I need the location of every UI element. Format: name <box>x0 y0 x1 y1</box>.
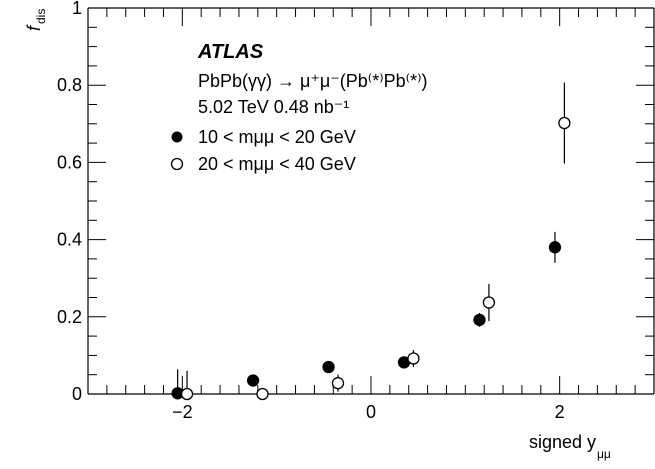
data-point-filled <box>548 241 562 254</box>
x-axis-title-sub: μμ <box>597 447 611 461</box>
data-point-filled <box>322 360 335 374</box>
x-tick-label: 2 <box>555 402 565 422</box>
axis-titles: signed y μμ f dis <box>24 9 611 461</box>
y-tick-label: 0.6 <box>57 152 82 172</box>
series-1 <box>171 231 562 400</box>
annotation-block: ATLAS PbPb(γγ) → μ⁺μ⁻(Pb⁽*⁾Pb⁽*⁾) 5.02 T… <box>197 41 427 117</box>
process-label: PbPb(γγ) → μ⁺μ⁻(Pb⁽*⁾Pb⁽*⁾) <box>198 71 427 91</box>
y-tick-label: 0.4 <box>57 230 82 250</box>
data-point-open <box>407 352 420 365</box>
y-axis-title-sub: dis <box>34 9 48 24</box>
axes-frame <box>87 7 655 395</box>
data-point-open <box>180 387 194 401</box>
data-point-open <box>482 296 496 309</box>
y-tick-label: 0 <box>72 384 82 404</box>
data-point-filled <box>473 313 486 327</box>
legend-marker-open <box>170 157 184 171</box>
lumi-label: 5.02 TeV 0.48 nb⁻¹ <box>198 97 349 117</box>
x-axis-title-main: signed y <box>529 432 596 452</box>
series-2 <box>180 82 571 401</box>
data-point-open <box>558 116 571 130</box>
y-axis-title: f dis <box>24 9 48 31</box>
y-tick-label: 0.2 <box>57 307 82 327</box>
x-axis-title: signed y <box>529 432 596 452</box>
x-tick-label: −2 <box>172 402 193 422</box>
tick-labels: 0 0.2 0.4 0.6 0.8 1 −2 0 2 <box>57 0 565 422</box>
y-tick-label: 0.8 <box>57 75 82 95</box>
data-point-filled <box>246 374 260 387</box>
x-tick-label: 0 <box>366 402 376 422</box>
legend-marker-filled <box>171 131 183 143</box>
legend-label-series-2: 20 < mμμ < 40 GeV <box>198 154 356 174</box>
data-point-open <box>331 377 345 390</box>
data-point-open <box>256 387 269 401</box>
axis-ticks <box>87 7 655 395</box>
legend: 10 < mμμ < 20 GeV 20 < mμμ < 40 GeV <box>170 127 356 174</box>
data-series <box>171 82 571 401</box>
legend-label-series-1: 10 < mμμ < 20 GeV <box>198 127 356 147</box>
y-tick-label: 1 <box>72 0 82 18</box>
y-axis-title-main: f <box>24 24 44 31</box>
experiment-label: ATLAS <box>197 41 264 63</box>
